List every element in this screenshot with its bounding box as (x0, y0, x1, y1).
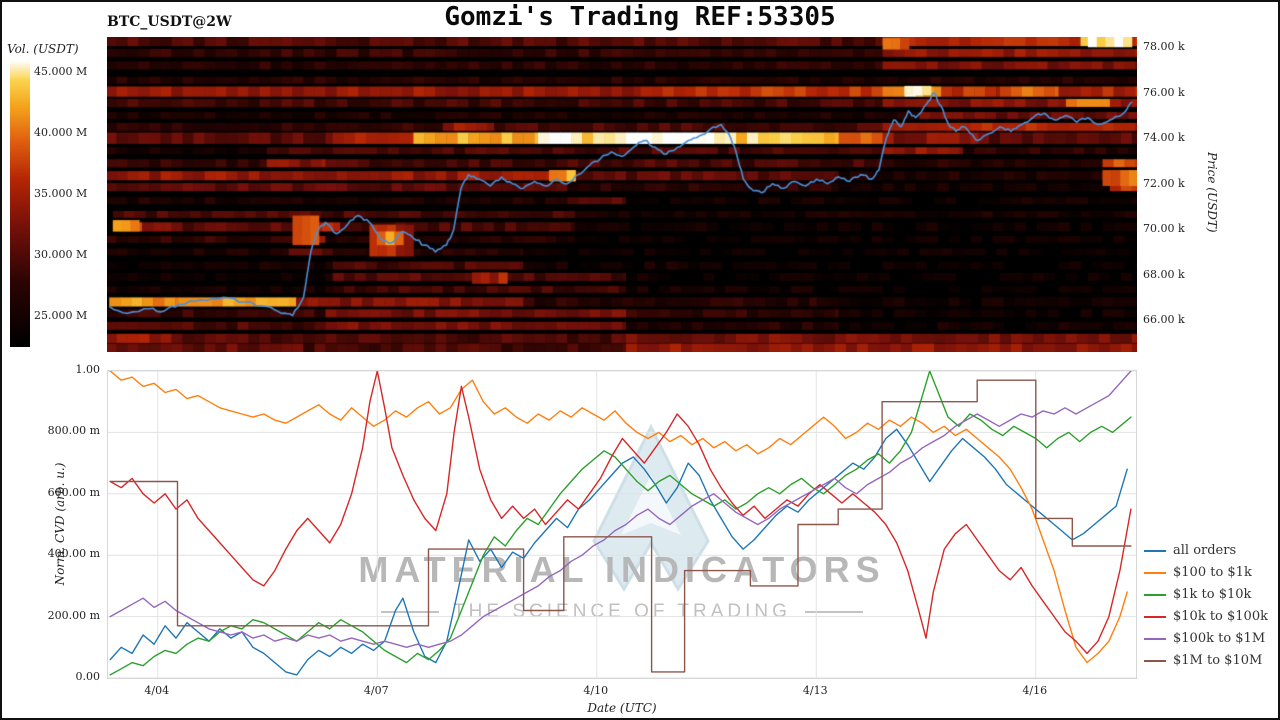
cvd-y-axis-label: Norm. CVD (arb. u.) (53, 462, 67, 586)
cvd-y-tick-label: 1.00 (75, 363, 101, 376)
legend-swatch (1144, 593, 1166, 596)
colorbar-tick-label: 40.000 M (34, 126, 88, 140)
legend-item--1m-to-10m: $1M to $10M (1144, 653, 1268, 668)
cvd-y-tick-label: 0.00 (75, 670, 101, 683)
series-line--10k-to-100k (109, 371, 1132, 655)
cvd-y-tick-label: 400.00 m (47, 547, 100, 561)
colorbar-label: Vol. (USDT) (7, 42, 79, 56)
legend-label: $1k to $10k (1173, 587, 1252, 602)
cvd-y-tick-label: 800.00 m (47, 424, 100, 438)
cvd-panel: MATERIAL INDICATORS THE SCIENCE OF TRADI… (107, 370, 1137, 679)
cvd-line-chart (108, 371, 1136, 678)
legend-item--100k-to-1m: $100k to $1M (1144, 631, 1268, 646)
series-line--100k-to-1m (109, 371, 1132, 648)
legend-item--100-to-1k: $100 to $1k (1144, 565, 1268, 580)
legend-swatch (1144, 659, 1166, 662)
date-tick-label: 4/16 (1022, 684, 1048, 697)
liquidity-heatmap-panel (107, 37, 1137, 352)
colorbar-tick-label: 25.000 M (34, 309, 88, 323)
legend-label: all orders (1173, 543, 1237, 558)
price-tick-label: 76.00 k (1143, 85, 1185, 99)
date-tick-label: 4/07 (363, 684, 389, 697)
legend-item-all-orders: all orders (1144, 543, 1268, 558)
price-tick-label: 74.00 k (1143, 131, 1185, 145)
price-tick-label: 66.00 k (1143, 313, 1185, 327)
legend-item--1k-to-10k: $1k to $10k (1144, 587, 1268, 602)
colorbar-tick-label: 30.000 M (34, 248, 88, 262)
date-axis-label: Date (UTC) (587, 701, 657, 715)
volume-colorbar (10, 60, 30, 347)
legend-swatch (1144, 571, 1166, 574)
cvd-y-tick-label: 600.00 m (47, 485, 100, 499)
legend-item--10k-to-100k: $10k to $100k (1144, 609, 1268, 624)
price-tick-label: 68.00 k (1143, 267, 1185, 281)
legend-label: $100k to $1M (1173, 631, 1266, 646)
legend-label: $1M to $10M (1173, 653, 1263, 668)
price-axis-label: Price (USDT) (1205, 152, 1219, 233)
date-tick-label: 4/04 (144, 684, 170, 697)
cvd-y-tick-label: 200.00 m (47, 608, 100, 622)
date-tick-label: 4/13 (802, 684, 828, 697)
colorbar-tick-label: 35.000 M (34, 187, 88, 201)
legend-swatch (1144, 637, 1166, 640)
symbol-label: BTC_USDT@2W (107, 14, 232, 30)
legend-swatch (1144, 549, 1166, 552)
price-tick-label: 70.00 k (1143, 222, 1185, 236)
legend: all orders $100 to $1k $1k to $10k $10k to … (1144, 543, 1268, 668)
legend-swatch (1144, 615, 1166, 618)
price-tick-label: 72.00 k (1143, 176, 1185, 190)
legend-label: $100 to $1k (1173, 565, 1252, 580)
date-tick-label: 4/10 (583, 684, 609, 697)
series-line--100-to-1k (109, 371, 1128, 664)
colorbar-tick-label: 45.000 M (34, 65, 88, 79)
series-line--1m-to-10m (109, 379, 1132, 673)
series-line-all-orders (109, 428, 1128, 676)
legend-label: $10k to $100k (1173, 609, 1268, 624)
price-tick-label: 78.00 k (1143, 40, 1185, 54)
page-title: Gomzi's Trading REF:53305 (444, 2, 836, 32)
